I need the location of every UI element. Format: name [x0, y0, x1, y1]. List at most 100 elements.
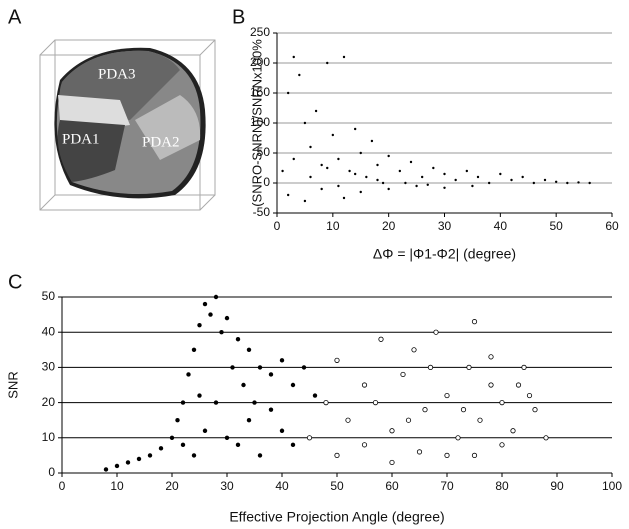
- region-pda2: [135, 95, 201, 160]
- data-point: [286, 91, 290, 95]
- region-label: PDA2: [142, 134, 180, 150]
- data-point: [136, 456, 142, 462]
- data-point: [398, 169, 402, 173]
- data-point: [202, 301, 208, 307]
- data-point: [342, 196, 346, 200]
- data-point: [543, 178, 547, 182]
- data-point: [510, 178, 513, 182]
- x-tick-label: 70: [440, 479, 454, 493]
- data-point: [235, 442, 241, 448]
- data-point: [348, 169, 351, 173]
- data-point: [180, 400, 186, 405]
- data-point: [471, 319, 478, 325]
- data-point: [460, 407, 467, 413]
- data-point: [443, 186, 446, 189]
- y-tick-label: -50: [253, 205, 271, 219]
- data-point: [191, 347, 197, 352]
- data-point: [353, 127, 357, 131]
- data-point: [400, 371, 406, 378]
- data-point: [499, 172, 502, 176]
- x-tick-label: 0: [274, 219, 281, 233]
- data-point: [389, 428, 395, 434]
- data-point: [303, 121, 307, 125]
- data-point: [465, 169, 469, 173]
- x-tick-label: 10: [110, 479, 124, 493]
- data-point: [376, 178, 379, 182]
- x-tick-label: 0: [59, 479, 66, 493]
- data-point: [416, 449, 423, 455]
- data-point: [515, 382, 522, 388]
- x-axis-label: Effective Projection Angle (degree): [229, 509, 444, 525]
- data-point: [532, 181, 536, 185]
- region-label: PDA1: [62, 131, 100, 147]
- x-tick-label: 100: [602, 479, 622, 493]
- data-point: [359, 151, 362, 155]
- data-point: [180, 442, 186, 448]
- data-point: [378, 336, 384, 342]
- data-point: [526, 392, 533, 399]
- y-tick-label: 10: [42, 430, 56, 444]
- data-point: [303, 199, 307, 203]
- data-point: [213, 400, 219, 405]
- panel-label: B: [232, 6, 245, 28]
- data-point: [389, 459, 395, 466]
- data-point: [279, 428, 285, 433]
- data-point: [298, 73, 301, 77]
- data-point: [197, 393, 202, 398]
- panel-a: A PDA3 PDA1 PDA2: [8, 6, 216, 211]
- x-tick-label: 30: [220, 479, 234, 493]
- data-point: [230, 365, 235, 370]
- data-point: [471, 452, 478, 458]
- data-point: [320, 163, 323, 167]
- data-point: [224, 435, 230, 440]
- data-point: [314, 109, 318, 113]
- data-point: [158, 446, 164, 451]
- data-point: [320, 187, 323, 191]
- data-point: [257, 365, 263, 370]
- data-point: [415, 184, 418, 188]
- data-point: [588, 181, 591, 185]
- data-point: [286, 193, 290, 197]
- data-point: [566, 181, 569, 185]
- y-tick-label: 100: [250, 115, 270, 129]
- data-point: [257, 453, 263, 458]
- data-point: [381, 181, 385, 185]
- data-point: [224, 315, 230, 321]
- data-point: [301, 365, 307, 370]
- region-label: PDA3: [98, 66, 136, 82]
- y-tick-label: 250: [250, 25, 270, 39]
- data-point: [334, 452, 340, 458]
- data-point: [241, 382, 246, 388]
- data-point: [521, 175, 524, 179]
- x-tick-label: 40: [494, 219, 508, 233]
- data-point: [471, 184, 474, 188]
- x-tick-label: 50: [549, 219, 563, 233]
- data-point: [387, 187, 390, 191]
- y-axis-label: (SNRO-SNRN)/SNRNx100%: [249, 39, 264, 207]
- data-point: [213, 294, 219, 300]
- data-point: [342, 55, 346, 59]
- y-tick-label: 20: [42, 395, 56, 409]
- data-point: [359, 190, 362, 194]
- data-point: [477, 417, 483, 423]
- data-point: [353, 172, 357, 176]
- data-point: [488, 354, 494, 360]
- data-point: [268, 407, 274, 412]
- data-point: [175, 418, 180, 423]
- data-point: [577, 181, 580, 184]
- panel-label: C: [8, 271, 22, 293]
- x-axis-label: ΔΦ = |Φ1-Φ2| (degree): [373, 246, 516, 262]
- panel-label: A: [8, 6, 22, 28]
- data-point: [444, 452, 450, 458]
- data-point: [186, 372, 191, 377]
- data-point: [114, 463, 120, 469]
- y-tick-label: 0: [48, 465, 55, 479]
- data-point: [331, 133, 335, 137]
- data-point: [125, 460, 131, 465]
- x-tick-label: 60: [605, 219, 619, 233]
- data-point: [376, 163, 379, 167]
- data-point: [334, 357, 340, 363]
- data-point: [455, 435, 461, 441]
